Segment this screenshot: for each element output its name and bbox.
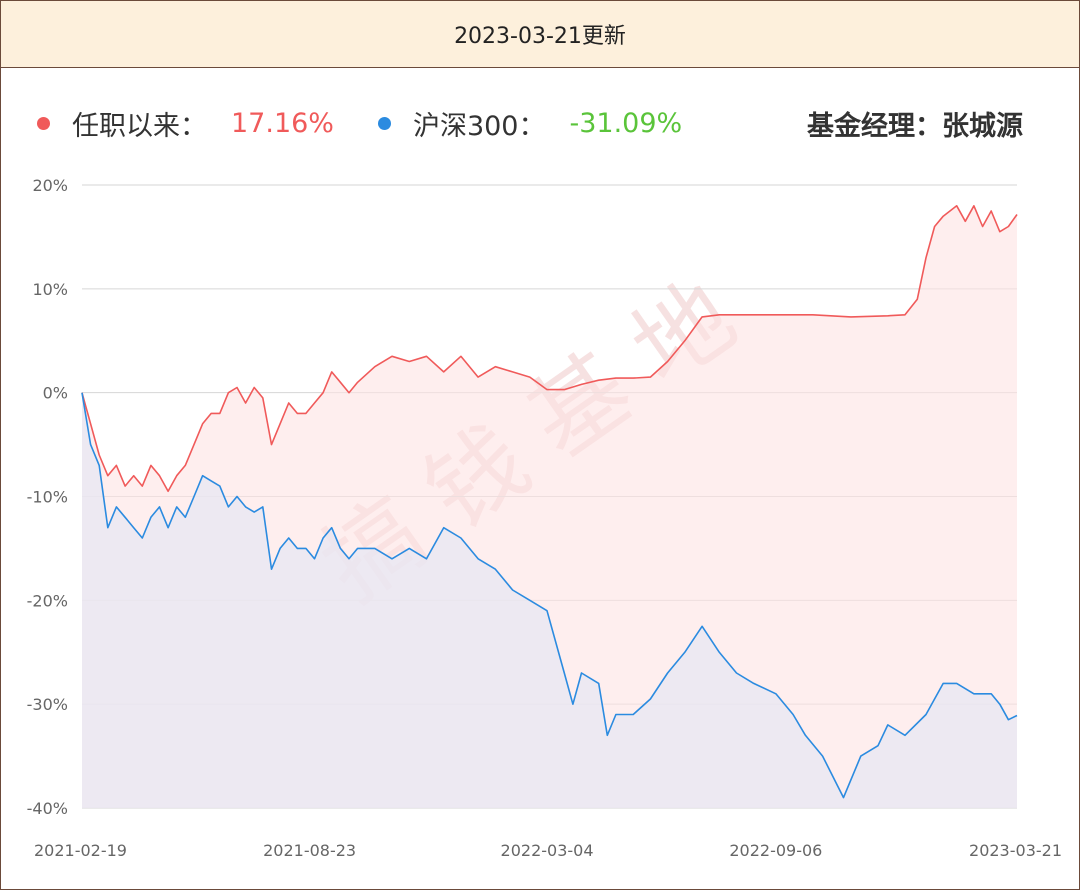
index-line [81, 392, 1018, 799]
index-return-value: -31.09% [569, 107, 683, 139]
y-tick-label: 20% [32, 176, 68, 195]
y-tick-label: 0% [43, 384, 68, 403]
index-area [82, 392, 1017, 808]
y-tick-label: 10% [32, 280, 68, 299]
index-legend-dot [377, 116, 391, 130]
fund-legend-label: 任职以来： [72, 110, 207, 142]
index-legend-label: 沪深300： [412, 110, 546, 142]
update-date-title: 2023-03-21更新 [454, 24, 626, 49]
fund-manager: 基金经理：张城源 [807, 110, 1023, 142]
fund-return-value: 17.16% [231, 107, 334, 139]
x-tick-label: 2023-03-21 [969, 841, 1062, 860]
y-tick-label: -20% [27, 591, 68, 610]
y-tick-label: -30% [27, 695, 68, 714]
fund-line [81, 205, 1018, 493]
x-tick-label: 2022-09-06 [729, 841, 822, 860]
y-tick-label: -40% [27, 799, 68, 818]
x-tick-label: 2021-08-23 [263, 841, 356, 860]
y-tick-label: -10% [27, 488, 68, 507]
header-bar: 2023-03-21更新 [1, 1, 1079, 68]
x-tick-label: 2022-03-04 [501, 841, 594, 860]
legend: 任职以来： 17.16% 沪深300： -31.09% [37, 101, 726, 145]
x-tick-label: 2021-02-19 [34, 841, 127, 860]
fund-legend-dot [37, 116, 50, 130]
